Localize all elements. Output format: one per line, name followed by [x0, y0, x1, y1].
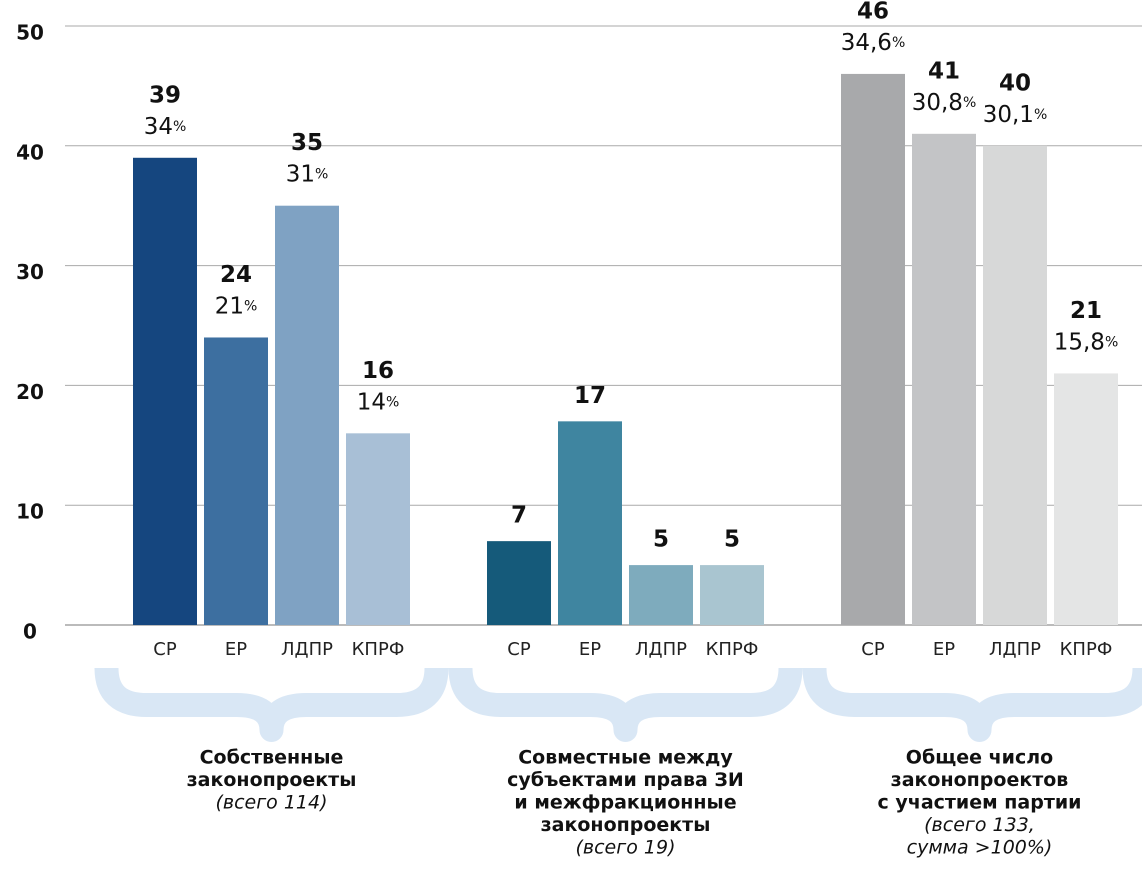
share-label: 34% — [144, 113, 187, 139]
x-tick-label: ЛДПР — [635, 639, 687, 660]
bar — [346, 433, 410, 625]
x-tick-label: ЕР — [225, 639, 247, 660]
x-tick-label: СР — [861, 639, 885, 660]
y-tick-label: 10 — [16, 500, 44, 524]
brace — [802, 667, 1142, 742]
share-label: 30,1% — [983, 101, 1048, 127]
value-label: 35 — [291, 130, 323, 156]
x-tick-label: СР — [153, 639, 177, 660]
value-label: 21 — [1070, 298, 1102, 324]
group-note: сумма >100%) — [907, 837, 1053, 859]
bar — [700, 565, 764, 625]
value-label: 46 — [857, 0, 889, 24]
value-label: 7 — [511, 503, 527, 529]
value-label: 5 — [724, 527, 740, 553]
x-tick-label: ЕР — [933, 639, 955, 660]
share-label: 34,6% — [841, 29, 906, 55]
share-unit: % — [386, 394, 399, 410]
share-unit: % — [173, 119, 186, 135]
x-tick-label: КПРФ — [1060, 639, 1113, 660]
share-number: 30,1 — [983, 101, 1034, 127]
y-tick-label: 50 — [16, 21, 44, 45]
bar — [1054, 373, 1118, 625]
group-note: (всего 114) — [215, 792, 327, 814]
y-tick-label: 30 — [16, 260, 44, 284]
share-label: 14% — [357, 389, 400, 415]
brace — [94, 667, 449, 742]
bar — [912, 133, 976, 625]
bar — [133, 157, 197, 625]
share-number: 30,8 — [912, 89, 963, 115]
group-label: Совместные между — [518, 747, 733, 769]
share-number: 14 — [357, 389, 386, 415]
share-label: 31% — [286, 161, 329, 187]
share-number: 15,8 — [1054, 329, 1105, 355]
value-label: 17 — [574, 383, 606, 409]
bar — [275, 205, 339, 625]
group-label: субъектами права ЗИ — [507, 769, 744, 791]
share-label: 15,8% — [1054, 329, 1119, 355]
brace — [448, 667, 803, 742]
bar — [629, 565, 693, 625]
bar — [487, 541, 551, 625]
share-unit: % — [315, 167, 328, 183]
group-label: с участием партии — [878, 792, 1082, 814]
share-unit: % — [244, 298, 257, 314]
value-label: 40 — [999, 70, 1031, 96]
share-number: 34 — [144, 113, 173, 139]
y-tick-label: 0 — [23, 620, 37, 644]
group-label: законопроектов — [891, 769, 1069, 791]
value-label: 41 — [928, 58, 960, 84]
share-unit: % — [1034, 107, 1047, 123]
value-label: 16 — [362, 358, 394, 384]
share-label: 21% — [215, 293, 258, 319]
x-tick-label: ЛДПР — [281, 639, 333, 660]
group-label: Общее число — [906, 747, 1053, 769]
share-unit: % — [963, 95, 976, 111]
share-number: 34,6 — [841, 29, 892, 55]
y-tick-label: 40 — [16, 140, 44, 164]
group-label: законопроекты — [541, 814, 711, 836]
x-tick-label: ЕР — [579, 639, 601, 660]
share-unit: % — [1105, 334, 1118, 350]
share-unit: % — [892, 35, 905, 51]
share-number: 21 — [215, 293, 244, 319]
group-label: Собственные — [200, 747, 344, 769]
bar — [204, 337, 268, 625]
value-label: 24 — [220, 262, 252, 288]
group-label: законопроекты — [187, 769, 357, 791]
group-note: (всего 19) — [576, 837, 676, 859]
x-tick-label: КПРФ — [706, 639, 759, 660]
y-tick-label: 20 — [16, 380, 44, 404]
bar — [841, 73, 905, 626]
share-number: 31 — [286, 161, 315, 187]
value-label: 39 — [149, 82, 181, 108]
bar — [983, 145, 1047, 626]
share-label: 30,8% — [912, 89, 977, 115]
x-tick-label: ЛДПР — [989, 639, 1041, 660]
x-tick-label: КПРФ — [352, 639, 405, 660]
group-note: (всего 133, — [924, 814, 1035, 836]
x-tick-label: СР — [507, 639, 531, 660]
bar — [558, 421, 622, 625]
value-label: 5 — [653, 527, 669, 553]
group-label: и межфракционные — [514, 792, 736, 814]
